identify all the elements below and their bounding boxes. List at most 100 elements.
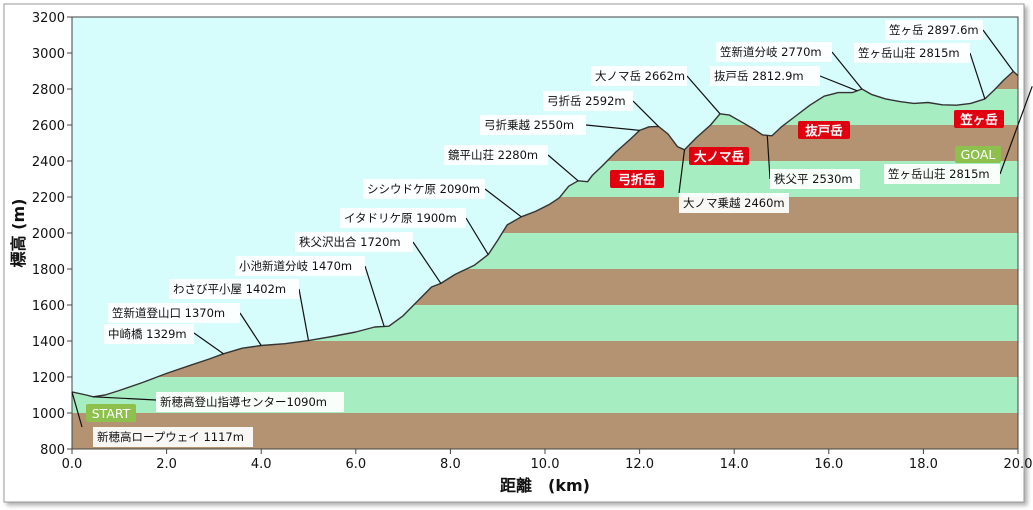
y-tick-label: 1600 — [32, 299, 65, 314]
callout-box — [854, 43, 970, 63]
callout-box — [156, 392, 344, 412]
callout-box — [444, 145, 548, 165]
x-tick-label: 6.0 — [345, 457, 366, 472]
waypoint-label: 笠ヶ岳山荘 2815m — [888, 167, 990, 181]
waypoint-label: 大ノマ乗越 2460m — [683, 196, 785, 210]
waypoint-callout: 新穂高ロープウェイ 1117m — [71, 391, 253, 447]
callout-leader-line — [71, 391, 83, 428]
waypoint-label: 中崎橋 1329m — [108, 327, 187, 341]
x-tick-label: 4.0 — [251, 457, 272, 472]
callout-leader-line — [819, 75, 858, 92]
callout-leader-line — [632, 100, 659, 127]
waypoint-callout: 大ノマ岳 2662m — [591, 66, 721, 115]
callout-leader-line — [364, 265, 385, 327]
callout-box — [104, 324, 194, 344]
x-tick-label: 2.0 — [156, 457, 177, 472]
waypoint-label: イタドリケ原 1900m — [344, 211, 457, 225]
callout-leader-line — [193, 332, 224, 355]
callout-leader-line — [585, 124, 640, 131]
waypoint-callout: 中崎橋 1329m — [104, 324, 224, 355]
waypoint-label: 笠ヶ岳 2897.6m — [889, 23, 979, 37]
callout-leader-line — [465, 217, 489, 255]
waypoint-callout: 笠新道分岐 2770m — [716, 42, 863, 90]
summit-tag: 弓折岳 — [610, 170, 664, 188]
tag-background — [86, 404, 136, 422]
x-tick-label: 14.0 — [720, 457, 749, 472]
tag-label: GOAL — [961, 147, 996, 162]
tag-background — [689, 147, 749, 165]
callout-leader-line — [547, 154, 579, 182]
summit-tag: 笠ヶ岳 — [954, 110, 1004, 128]
waypoint-label: 笠新道分岐 2770m — [720, 45, 822, 59]
waypoint-callout: 弓折乗越 2550m — [480, 115, 640, 135]
callout-box — [884, 164, 1000, 184]
waypoint-label: 新穂高ロープウェイ 1117m — [97, 430, 244, 444]
callout-leader-line — [484, 188, 522, 218]
callout-leader-line — [412, 241, 442, 284]
callout-box — [480, 115, 586, 135]
waypoint-label: 新穂高登山指導センター1090m — [160, 395, 327, 409]
tag-background — [610, 170, 664, 188]
x-tick-label: 16.0 — [814, 457, 843, 472]
waypoint-label: 笠新道登山口 1370m — [112, 306, 225, 320]
x-tick-label: 10.0 — [531, 457, 560, 472]
y-tick-label: 1400 — [32, 335, 65, 350]
y-tick-label: 2800 — [32, 83, 65, 98]
callout-leader-line — [239, 312, 262, 346]
waypoint-callout: 鏡平山荘 2280m — [444, 145, 579, 182]
callout-leader-line — [93, 396, 157, 401]
waypoint-callout: 大ノマ乗越 2460m — [678, 149, 789, 213]
waypoint-callout: 笠ヶ岳山荘 2815m — [854, 43, 986, 100]
waypoint-label: シシウドケ原 2090m — [367, 182, 480, 196]
callout-box — [340, 208, 466, 228]
callout-leader-line — [831, 51, 863, 90]
x-tick-label: 8.0 — [440, 457, 461, 472]
waypoint-callout: 小池新道分岐 1470m — [235, 256, 385, 327]
waypoint-label: 抜戸岳 2812.9m — [714, 69, 804, 83]
y-tick-label: 1000 — [32, 407, 65, 422]
waypoint-callout: イタドリケ原 1900m — [340, 208, 489, 255]
waypoint-label: 弓折乗越 2550m — [484, 118, 574, 132]
waypoint-callout: シシウドケ原 2090m — [363, 179, 522, 218]
x-tick-label: 0.0 — [62, 457, 83, 472]
y-axis-label: 標高 (m) — [9, 199, 28, 268]
callout-box — [710, 66, 820, 86]
goal-tag: GOAL — [955, 146, 1001, 163]
waypoint-callout: 笠ヶ岳山荘 2815m — [884, 86, 1033, 184]
waypoint-label: 秩父平 2530m — [774, 172, 853, 186]
waypoint-callout: 抜戸岳 2812.9m — [710, 66, 858, 92]
waypoint-label: 笠ヶ岳山荘 2815m — [858, 46, 960, 60]
y-tick-label: 2200 — [32, 191, 65, 206]
waypoint-callout: 秩父沢出合 1720m — [295, 232, 442, 284]
y-tick-label: 3200 — [32, 11, 65, 26]
y-tick-label: 2400 — [32, 155, 65, 170]
callout-box — [770, 169, 860, 189]
tag-label: 抜戸岳 — [805, 123, 843, 138]
y-tick-label: 1800 — [32, 263, 65, 278]
summit-tag: 大ノマ岳 — [689, 147, 749, 165]
callout-box — [295, 232, 413, 252]
waypoint-callout: わさび平小屋 1402m — [169, 279, 310, 341]
callout-leader-line — [999, 86, 1033, 175]
waypoint-label: 鏡平山荘 2280m — [448, 148, 538, 162]
callout-leader-line — [678, 149, 686, 194]
callout-box — [93, 427, 253, 447]
y-tick-label: 800 — [40, 443, 65, 458]
tag-label: START — [92, 406, 131, 421]
callout-leader-line — [686, 75, 721, 115]
callout-box — [679, 193, 789, 213]
summit-tag: 抜戸岳 — [798, 121, 850, 139]
y-tick-label: 2600 — [32, 119, 65, 134]
callout-box — [363, 179, 485, 199]
y-tick-label: 3000 — [32, 47, 65, 62]
tag-label: 大ノマ岳 — [694, 149, 745, 164]
waypoint-label: 大ノマ岳 2662m — [595, 69, 685, 83]
x-axis-label: 距離 (km) — [500, 476, 590, 495]
x-tick-label: 12.0 — [625, 457, 654, 472]
waypoint-label: わさび平小屋 1402m — [173, 282, 286, 296]
tag-label: 笠ヶ岳 — [959, 112, 998, 127]
callout-box — [543, 91, 633, 111]
callout-leader-line — [982, 29, 1014, 72]
callout-box — [716, 42, 832, 62]
